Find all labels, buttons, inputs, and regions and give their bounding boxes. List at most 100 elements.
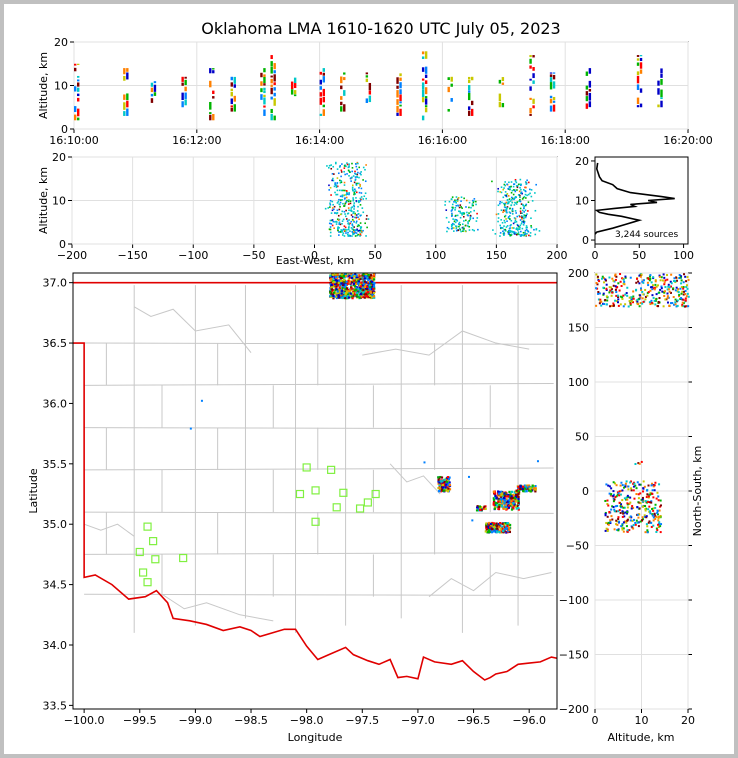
lightning-source-mark [346,173,348,175]
lightning-source-mark [345,201,348,203]
lightning-source-mark [511,227,514,229]
lightning-source-mark [346,220,349,222]
lightning-source-mark [678,293,681,296]
lightning-source-mark [509,497,512,501]
north-south-tick-label: −50 [566,540,589,553]
lightning-source-mark [521,192,523,195]
lightning-source-mark [608,492,611,495]
lightning-source-mark [530,490,533,493]
lightning-source-mark [680,286,683,289]
lightning-source-mark [339,288,342,292]
lightning-source-mark [347,278,350,281]
lightning-source-mark [350,286,353,289]
lightning-source-mark [511,496,514,500]
lightning-source-mark [263,83,266,86]
lightning-source-mark [345,190,348,192]
lightning-source-mark [635,289,638,292]
lightning-source-mark [473,200,475,202]
lightning-source-mark [493,527,496,530]
lightning-source-mark [348,163,350,166]
lightning-source-mark [345,196,348,199]
lightning-source-mark [475,509,479,512]
lightning-source-mark [654,503,657,506]
lightning-source-mark [74,67,77,72]
lightning-source-mark [677,288,680,291]
lightning-source-mark [641,290,644,293]
lightning-source-mark [347,207,350,209]
lma-station-marker [179,553,188,563]
lightning-source-mark [273,82,276,86]
lightning-source-mark [336,202,339,204]
lightning-source-mark [362,283,366,286]
lightning-source-mark [606,502,609,505]
lightning-source-mark [352,199,355,202]
lightning-source-mark [326,165,328,167]
lightning-source-mark [665,298,668,301]
lightning-source-mark [650,501,653,504]
lightning-source-mark [353,221,355,223]
lightning-source-mark [636,298,639,301]
lightning-source-mark [521,212,524,215]
lightning-source-mark [632,523,635,526]
lightning-source-mark [359,285,363,288]
lightning-source-mark [352,225,355,228]
lightning-source-mark [346,212,349,215]
lightning-source-mark [501,522,504,525]
lightning-source-mark [74,106,77,112]
lightning-source-mark [454,199,456,202]
lightning-source-mark [335,186,338,189]
lightning-source-mark [526,194,528,197]
lightning-source-mark [517,194,520,196]
lightning-source-mark [637,516,640,519]
lightning-source-mark [660,287,663,290]
lightning-source-mark [332,165,335,168]
lightning-source-mark [442,482,445,485]
lightning-source-mark [465,199,468,202]
lightning-source-mark [642,480,645,483]
lightning-source-mark [351,206,354,208]
altitude-tick-label: 20 [52,151,66,164]
lightning-source-mark [454,200,457,203]
lightning-source-mark [655,497,658,500]
lightning-source-mark [636,55,640,57]
lightning-source-mark [612,302,615,305]
lightning-source-mark [504,209,507,211]
lightning-source-mark [535,183,537,186]
lightning-source-mark [338,203,341,206]
lightning-source-mark [476,506,479,509]
lightning-source-mark [364,287,367,290]
latitude-tick-label: 35.0 [43,518,68,531]
altitude-tick-label: 10 [575,195,589,208]
lightning-source-mark [476,505,479,508]
lightning-source-mark [273,87,276,91]
lightning-source-mark [488,527,491,530]
lightning-source-mark [506,193,509,195]
lightning-source-mark [659,279,662,282]
lightning-source-mark [615,495,618,498]
lightning-source-mark [519,207,522,210]
lightning-source-mark [322,96,325,103]
lightning-source-mark [511,503,514,507]
lightning-source-mark [357,171,359,174]
lightning-source-mark [330,223,333,225]
lightning-source-mark [652,509,655,512]
lightning-source-mark [516,491,519,494]
lightning-source-mark [501,77,505,82]
lightning-source-mark [372,290,375,293]
lightning-source-mark [355,229,358,232]
lightning-source-mark [359,204,362,206]
county-boundary [389,463,441,495]
lightning-source-mark [351,186,354,189]
lightning-source-mark [270,96,273,100]
lightning-source-mark [531,484,534,487]
lightning-source-mark [352,189,354,191]
lightning-source-mark [357,212,360,215]
lightning-source-mark [470,100,474,106]
lightning-source-mark [503,204,506,206]
lightning-source-mark [507,506,511,509]
lightning-source-mark [637,521,640,524]
lightning-source-mark [454,207,457,209]
lightning-source-mark [334,275,337,279]
lightning-source-mark [448,488,452,491]
lightning-source-mark [631,519,634,522]
